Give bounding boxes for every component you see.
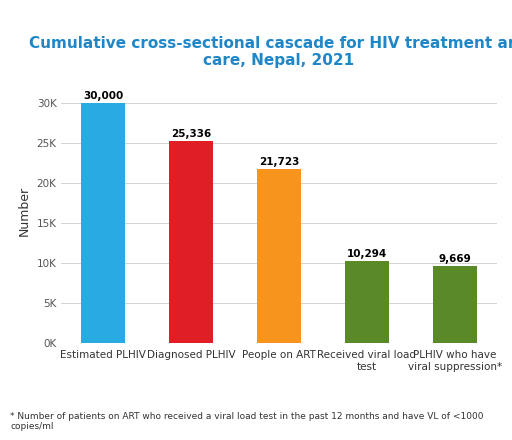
Bar — [257, 169, 301, 343]
Y-axis label: Number: Number — [18, 186, 31, 236]
Bar — [345, 261, 389, 343]
Title: Cumulative cross-sectional cascade for HIV treatment and
care, Nepal, 2021: Cumulative cross-sectional cascade for H… — [29, 36, 512, 68]
Text: 21,723: 21,723 — [259, 158, 299, 167]
Text: * Number of patients on ART who received a viral load test in the past 12 months: * Number of patients on ART who received… — [10, 412, 484, 431]
Text: 9,669: 9,669 — [438, 254, 471, 264]
Bar — [169, 140, 213, 343]
Text: 30,000: 30,000 — [83, 91, 123, 101]
Text: 25,336: 25,336 — [171, 128, 211, 139]
Text: 10,294: 10,294 — [347, 249, 387, 259]
Bar — [81, 103, 125, 343]
Bar — [433, 266, 477, 343]
